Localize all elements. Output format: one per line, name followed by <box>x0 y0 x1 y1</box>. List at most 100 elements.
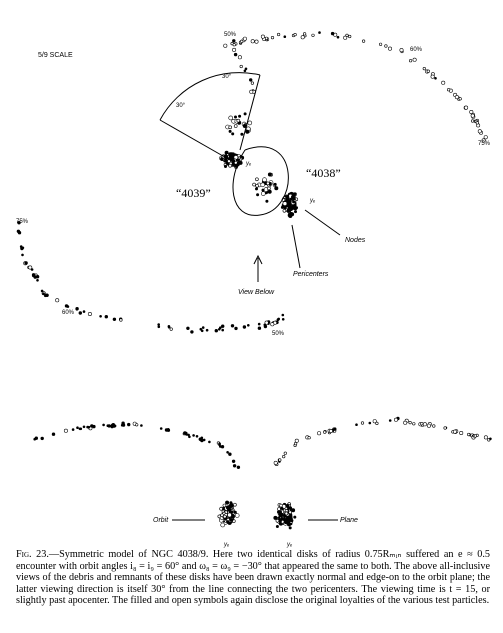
halo-particle <box>247 120 253 126</box>
edge-particle-right <box>432 424 436 428</box>
tail-particle-upper-right <box>409 59 413 63</box>
tail-particle-lower-left <box>17 221 21 225</box>
percent-label-top-50: 50% <box>224 32 237 38</box>
edge-remnant-right-particle <box>280 517 284 521</box>
tail-particle-lower-left <box>200 329 204 333</box>
angle-ray-1 <box>159 119 231 161</box>
edge-remnant-right-particle <box>291 508 296 513</box>
halo-particle <box>236 118 241 123</box>
edge-particle-right <box>467 432 471 437</box>
tail-particle-lower-left <box>112 317 117 321</box>
edge-particle-right <box>307 436 311 440</box>
edge-particle-left <box>228 452 232 456</box>
tail-particle-lower-left <box>33 275 37 279</box>
tail-particle-inner <box>233 52 238 57</box>
tail-particle-upper-right <box>277 32 281 37</box>
tail-particle-upper-right <box>471 119 475 123</box>
tail-particle-lower-left <box>277 317 281 321</box>
edge-remnant-left-particle <box>234 513 240 518</box>
tail-particle-lower-left <box>104 315 109 319</box>
tail-particle-lower-left <box>78 311 83 315</box>
tail-particle-upper-right <box>458 97 462 101</box>
tail-particle-upper-right <box>464 105 469 110</box>
orbit-loop <box>232 146 289 216</box>
tail-particle-upper-right <box>223 43 228 48</box>
edge-remnant-left-particle <box>229 501 233 505</box>
tail-particle-lower-left <box>190 330 194 334</box>
figure-caption: Fig. 23.—Symmetric model of NGC 4038/9. … <box>16 549 490 607</box>
edge-remnant-left-particle <box>229 518 233 522</box>
tail-particle-upper-right <box>379 42 383 46</box>
edge-particle-right <box>483 435 488 440</box>
galaxy-4039-particle <box>227 159 231 163</box>
tail-particle-upper-right <box>475 121 479 125</box>
tail-particle-upper-right <box>345 33 349 38</box>
tail-particle-lower-left <box>42 292 45 296</box>
edge-particle-right <box>282 455 286 459</box>
tail-particle-lower-left <box>167 325 171 328</box>
tail-particle-lower-left <box>75 307 79 311</box>
galaxy-4038-particle <box>282 201 288 206</box>
edge-remnant-right-particle <box>275 525 279 528</box>
galaxy-4038-particle <box>292 200 296 204</box>
edge-particle-left <box>200 436 204 440</box>
edge-particle-left <box>202 438 206 442</box>
bridge-particle <box>261 188 265 192</box>
edge-remnant-right-particle <box>279 503 283 508</box>
halo-particle <box>245 129 250 134</box>
bridge-particle <box>255 184 259 188</box>
edge-remnant-left-particle <box>228 504 233 509</box>
tail-particle-inner <box>249 78 253 82</box>
edge-particle-right <box>375 421 379 426</box>
tail-particle-inner <box>239 64 243 69</box>
edge-remnant-right-particle <box>288 526 292 530</box>
edge-remnant-left-particle <box>223 514 227 519</box>
tail-particle-inner <box>244 67 248 71</box>
edge-particle-right <box>412 422 416 426</box>
halo-particle <box>234 115 237 119</box>
tail-particle-lower-left <box>221 328 224 332</box>
tail-particle-upper-right <box>454 95 459 100</box>
axis-label-lower-b: yₑ <box>287 542 293 548</box>
edge-remnant-right-particle <box>277 510 282 514</box>
tail-particle-lower-left <box>36 279 39 282</box>
angle-label-upper: 30° <box>222 74 232 80</box>
caption-lead: Fig. 23. <box>16 549 49 560</box>
tail-particle-upper-right <box>469 110 474 115</box>
edge-particle-left <box>127 422 131 427</box>
edge-particle-left <box>218 442 221 446</box>
figure-plot <box>16 31 492 530</box>
edge-remnant-right-particle <box>287 506 291 510</box>
tail-particle-inner <box>232 47 237 52</box>
edge-particle-left <box>185 433 188 436</box>
edge-particle-right <box>473 434 477 438</box>
pericenters-pointer <box>291 224 301 269</box>
edge-particle-left <box>166 428 171 432</box>
percent-label-top-60: 60% <box>410 47 423 53</box>
tail-particle-lower-left <box>157 325 161 329</box>
tail-particle-upper-right <box>318 31 321 34</box>
galaxy-4038-particle <box>286 194 290 198</box>
edge-particle-left <box>51 432 56 436</box>
tail-particle-upper-right <box>348 34 352 39</box>
edge-particle-left <box>82 425 86 429</box>
edge-particle-right <box>360 421 365 425</box>
tail-particle-lower-left <box>28 265 33 270</box>
edge-particle-left <box>107 424 111 428</box>
edge-remnant-right-particle <box>284 521 287 524</box>
nodes-label: Nodes <box>345 237 366 244</box>
scale-label: 5/9 SCALE <box>38 52 73 59</box>
tail-particle-lower-left <box>119 318 123 322</box>
bridge-particle <box>260 191 266 196</box>
tail-particle-lower-left <box>30 268 34 271</box>
edge-remnant-left-particle <box>227 512 232 518</box>
percent-label-left-75: 75% <box>16 219 29 225</box>
galaxy-4038-particle <box>286 208 291 213</box>
tail-particle-upper-right <box>250 39 255 44</box>
nodes-pointer <box>304 209 341 236</box>
tail-particle-lower-left <box>169 327 173 331</box>
tail-particle-upper-right <box>412 57 417 62</box>
halo-particle <box>243 112 247 116</box>
edge-remnant-left-particle <box>219 506 223 511</box>
